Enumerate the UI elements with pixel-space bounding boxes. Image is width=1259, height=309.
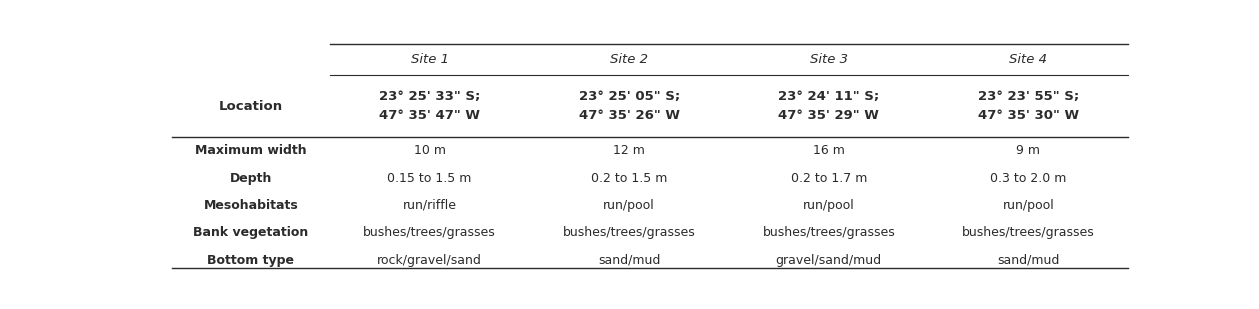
Text: 10 m: 10 m	[414, 144, 446, 157]
Text: Depth: Depth	[229, 171, 272, 184]
Text: Bottom type: Bottom type	[208, 254, 295, 267]
Text: sand/mud: sand/mud	[598, 254, 661, 267]
Text: run/pool: run/pool	[603, 199, 655, 212]
Text: sand/mud: sand/mud	[997, 254, 1060, 267]
Text: Bank vegetation: Bank vegetation	[194, 226, 308, 239]
Text: bushes/trees/grasses: bushes/trees/grasses	[763, 226, 895, 239]
Text: 23° 25' 33" S;
47° 35' 47" W: 23° 25' 33" S; 47° 35' 47" W	[379, 90, 480, 122]
Text: 12 m: 12 m	[613, 144, 645, 157]
Text: run/pool: run/pool	[803, 199, 855, 212]
Text: 16 m: 16 m	[813, 144, 845, 157]
Text: 0.2 to 1.7 m: 0.2 to 1.7 m	[791, 171, 867, 184]
Text: rock/gravel/sand: rock/gravel/sand	[378, 254, 482, 267]
Text: run/pool: run/pool	[1002, 199, 1054, 212]
Text: Site 3: Site 3	[810, 53, 847, 66]
Text: Maximum width: Maximum width	[195, 144, 307, 157]
Text: Mesohabitats: Mesohabitats	[204, 199, 298, 212]
Text: bushes/trees/grasses: bushes/trees/grasses	[563, 226, 695, 239]
Text: Site 2: Site 2	[611, 53, 648, 66]
Text: 23° 25' 05" S;
47° 35' 26" W: 23° 25' 05" S; 47° 35' 26" W	[579, 90, 680, 122]
Text: 0.15 to 1.5 m: 0.15 to 1.5 m	[388, 171, 472, 184]
Text: 0.2 to 1.5 m: 0.2 to 1.5 m	[590, 171, 667, 184]
Text: bushes/trees/grasses: bushes/trees/grasses	[363, 226, 496, 239]
Text: Site 1: Site 1	[410, 53, 448, 66]
Text: 0.3 to 2.0 m: 0.3 to 2.0 m	[991, 171, 1066, 184]
Text: bushes/trees/grasses: bushes/trees/grasses	[962, 226, 1095, 239]
Text: 9 m: 9 m	[1016, 144, 1040, 157]
Text: 23° 24' 11" S;
47° 35' 29" W: 23° 24' 11" S; 47° 35' 29" W	[778, 90, 880, 122]
Text: gravel/sand/mud: gravel/sand/mud	[776, 254, 881, 267]
Text: 23° 23' 55" S;
47° 35' 30" W: 23° 23' 55" S; 47° 35' 30" W	[978, 90, 1079, 122]
Text: Location: Location	[219, 99, 283, 112]
Text: run/riffle: run/riffle	[403, 199, 457, 212]
Text: Site 4: Site 4	[1010, 53, 1047, 66]
